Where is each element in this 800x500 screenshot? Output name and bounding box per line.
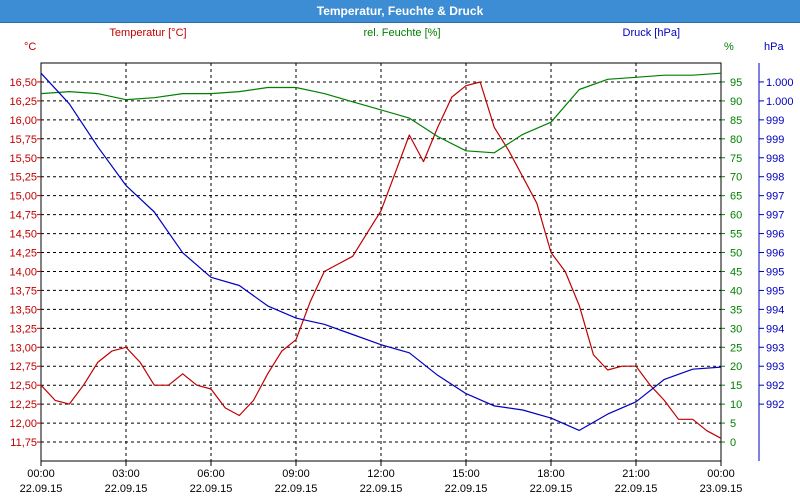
x-tick-label-time: 03:00	[112, 468, 140, 480]
series-line-pressure	[40, 72, 722, 431]
x-tick-label-time: 12:00	[367, 468, 395, 480]
temperature-tick-label: 15,75	[9, 134, 37, 146]
x-tick-label-time: 06:00	[197, 468, 225, 480]
humidity-tick-label: 20	[730, 361, 742, 373]
humidity-tick-label: 95	[730, 77, 742, 89]
series-layer	[40, 72, 722, 439]
humidity-axis-title: rel. Feuchte [%]	[363, 27, 440, 39]
temperature-tick-label: 14,50	[9, 229, 37, 241]
temperature-tick-label: 15,50	[9, 153, 37, 165]
humidity-tick-label: 25	[730, 342, 742, 354]
humidity-tick-label: 45	[730, 266, 742, 278]
humidity-tick-label: 0	[730, 437, 736, 449]
pressure-tick-label: 993	[766, 361, 784, 373]
x-tick-label-time: 00:00	[707, 468, 735, 480]
x-tick-label-date: 23.09.15	[700, 483, 743, 495]
pressure-tick-label: 992	[766, 399, 784, 411]
pressure-tick-label: 993	[766, 342, 784, 354]
temperature-tick-label: 12,25	[9, 399, 37, 411]
x-tick-label-date: 22.09.15	[105, 483, 148, 495]
x-tick-label-time: 00:00	[27, 468, 55, 480]
axis-layer: °C Temperatur [°C] rel. Feuchte [%] % Dr…	[9, 27, 793, 495]
x-tick-label-date: 22.09.15	[530, 483, 573, 495]
x-tick-label-time: 15:00	[452, 468, 480, 480]
pressure-tick-label: 997	[766, 210, 784, 222]
temperature-unit-label: °C	[24, 41, 36, 53]
temperature-tick-label: 13,00	[9, 342, 37, 354]
humidity-tick-label: 5	[730, 418, 736, 430]
temperature-tick-label: 13,50	[9, 304, 37, 316]
grid-lines	[41, 63, 721, 461]
humidity-tick-label: 90	[730, 96, 742, 108]
humidity-tick-label: 75	[730, 153, 742, 165]
pressure-tick-label: 998	[766, 153, 784, 165]
humidity-tick-label: 85	[730, 115, 742, 127]
temperature-tick-label: 11,75	[10, 437, 37, 449]
pressure-tick-label: 999	[766, 115, 784, 127]
window-title: Temperatur, Feuchte & Druck	[316, 4, 484, 18]
temperature-tick-label: 15,25	[9, 172, 37, 184]
humidity-tick-label: 65	[730, 191, 742, 203]
pressure-unit-label: hPa	[764, 41, 784, 53]
pressure-tick-label: 998	[766, 172, 784, 184]
x-tick-label-date: 22.09.15	[190, 483, 233, 495]
line-chart: °C Temperatur [°C] rel. Feuchte [%] % Dr…	[9, 27, 793, 495]
humidity-tick-label: 40	[730, 285, 742, 297]
pressure-tick-label: 996	[766, 248, 784, 260]
humidity-tick-label: 50	[730, 248, 742, 260]
x-tick-label-time: 09:00	[282, 468, 310, 480]
temperature-tick-label: 15,00	[9, 191, 37, 203]
temperature-tick-label: 16,00	[9, 115, 37, 127]
humidity-tick-label: 80	[730, 134, 742, 146]
series-line-humidity	[40, 72, 722, 154]
temperature-tick-label: 12,00	[9, 418, 37, 430]
temperature-axis-title: Temperatur [°C]	[109, 27, 186, 39]
humidity-tick-label: 35	[730, 304, 742, 316]
humidity-tick-label: 10	[730, 399, 742, 411]
pressure-tick-label: 999	[766, 134, 784, 146]
humidity-tick-label: 15	[730, 380, 742, 392]
pressure-tick-label: 996	[766, 229, 784, 241]
humidity-unit-label: %	[724, 41, 734, 53]
humidity-tick-label: 60	[730, 210, 742, 222]
window-titlebar: Temperatur, Feuchte & Druck	[0, 0, 800, 23]
temperature-tick-label: 12,75	[9, 361, 37, 373]
temperature-tick-label: 12,50	[9, 380, 37, 392]
pressure-tick-label: 1.000	[766, 77, 794, 89]
humidity-tick-label: 30	[730, 323, 742, 335]
humidity-tick-label: 55	[730, 229, 742, 241]
pressure-tick-label: 994	[766, 304, 784, 316]
x-tick-label-date: 22.09.15	[445, 483, 488, 495]
temperature-tick-label: 16,25	[9, 96, 37, 108]
pressure-tick-label: 997	[766, 191, 784, 203]
x-tick-label-date: 22.09.15	[275, 483, 318, 495]
pressure-axis-title: Druck [hPa]	[623, 27, 680, 39]
x-tick-label-date: 22.09.15	[20, 483, 63, 495]
x-tick-label-date: 22.09.15	[360, 483, 403, 495]
temperature-tick-label: 14,25	[9, 248, 37, 260]
temperature-tick-label: 13,75	[9, 285, 37, 297]
pressure-tick-label: 995	[766, 285, 784, 297]
temperature-tick-label: 16,50	[9, 77, 37, 89]
x-tick-label-date: 22.09.15	[615, 483, 658, 495]
pressure-tick-label: 992	[766, 380, 784, 392]
pressure-tick-label: 1.000	[766, 96, 794, 108]
humidity-tick-label: 70	[730, 172, 742, 184]
temperature-tick-label: 13,25	[9, 323, 37, 335]
temperature-tick-label: 14,75	[9, 210, 37, 222]
pressure-tick-label: 994	[766, 323, 784, 335]
x-tick-label-time: 18:00	[537, 468, 565, 480]
series-line-temperature	[40, 81, 722, 439]
x-tick-label-time: 21:00	[622, 468, 650, 480]
temperature-tick-label: 14,00	[9, 266, 37, 278]
pressure-tick-label: 995	[766, 266, 784, 278]
